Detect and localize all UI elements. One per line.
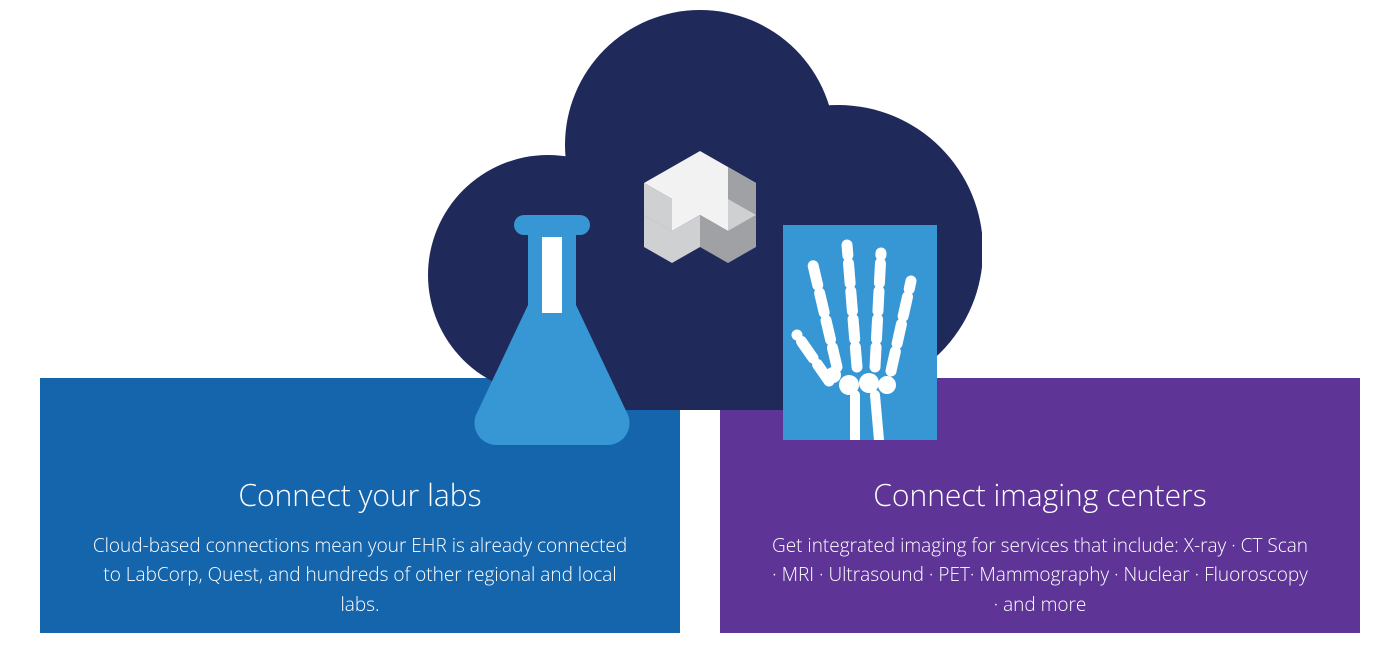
cross-block-icon xyxy=(616,147,784,315)
infographic-stage: Connect your labs Cloud-based connection… xyxy=(0,0,1400,649)
imaging-card-title: Connect imaging centers xyxy=(720,478,1360,511)
labs-card-body: Cloud-based connections mean your EHR is… xyxy=(90,531,630,619)
xray-hand-icon xyxy=(783,225,937,440)
imaging-card-body: Get integrated imaging for services that… xyxy=(770,531,1310,619)
labs-card-title: Connect your labs xyxy=(40,478,680,511)
flask-icon xyxy=(470,215,634,445)
